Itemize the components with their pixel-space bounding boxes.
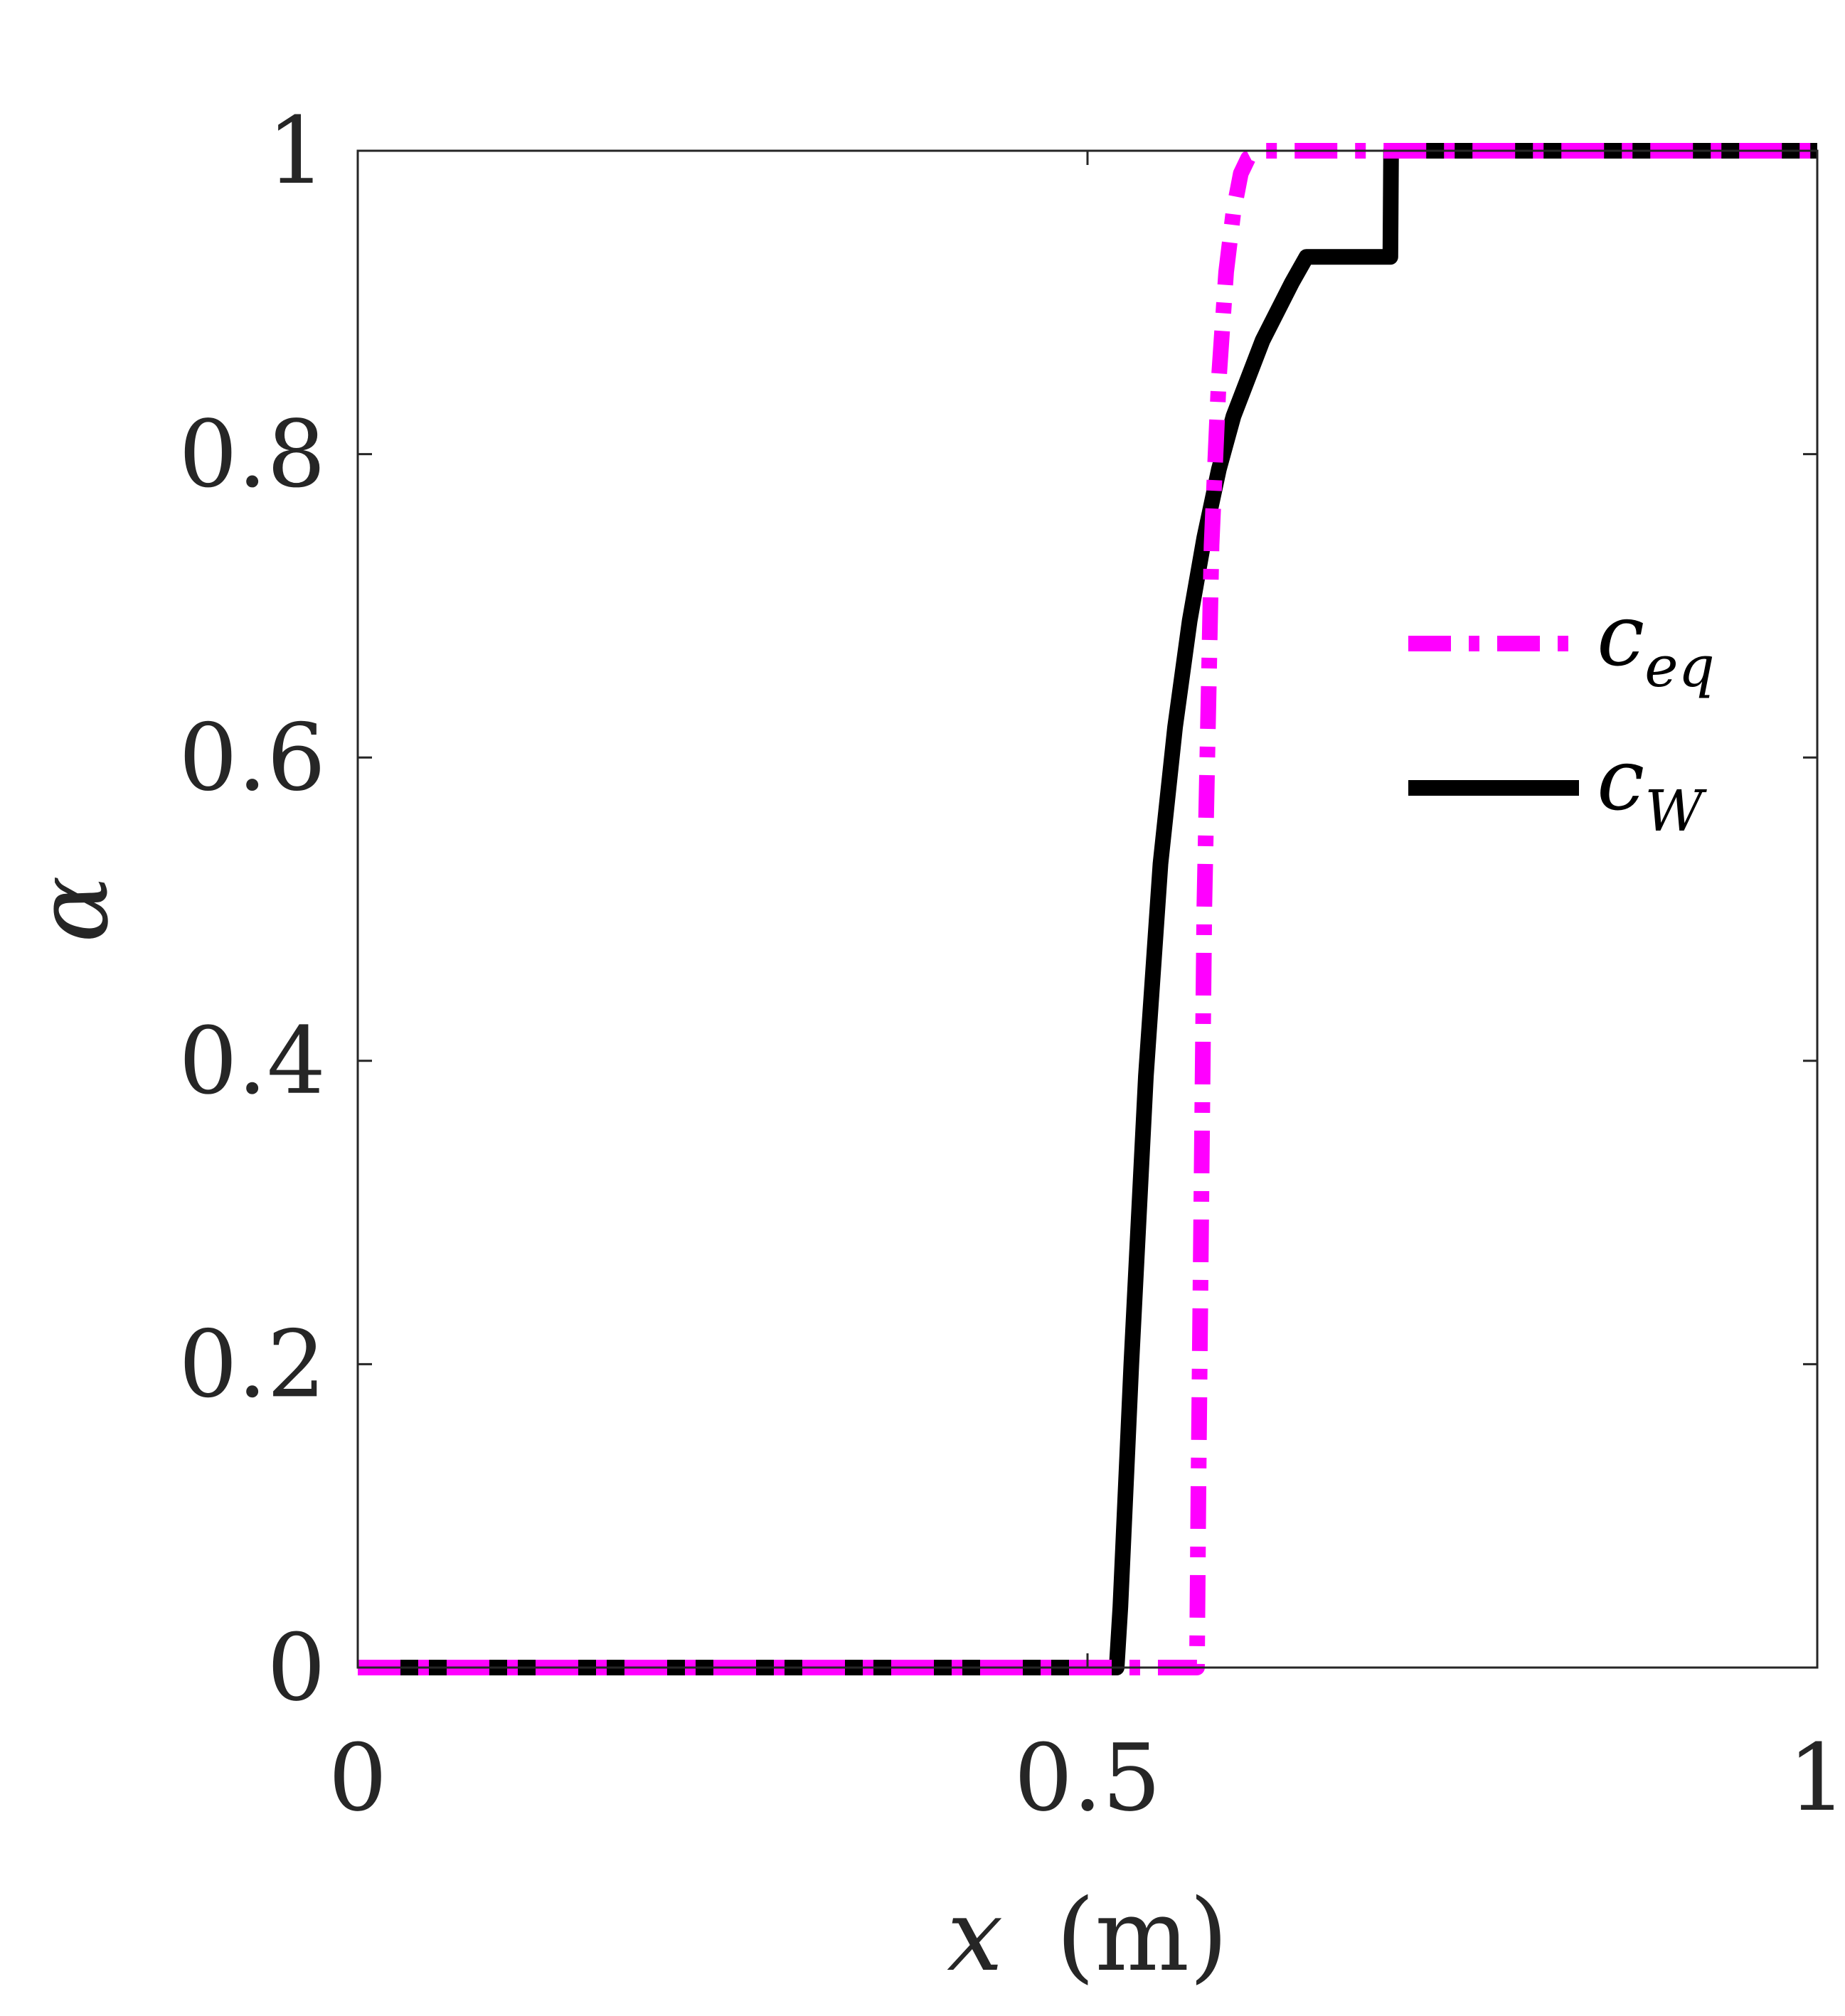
x-tick-label: 0.5 [1014, 1724, 1161, 1832]
x-axis-label: x (m) [947, 1878, 1228, 1994]
legend-label-sub: eq [1644, 634, 1715, 700]
y-tick-label: 0.8 [179, 400, 326, 508]
y-tick-label: 0.4 [179, 1007, 326, 1115]
y-tick-label: 1 [267, 97, 326, 205]
x-tick-label: 1 [1788, 1724, 1845, 1832]
legend-label-main: c [1597, 731, 1644, 830]
x-axis-label-unit: (m) [1056, 1878, 1228, 1994]
legend-label-ceq: ceq [1597, 587, 1715, 700]
legend-label-main: c [1597, 587, 1644, 686]
y-tick-label: 0 [267, 1614, 326, 1722]
y-tick-label: 0.6 [179, 703, 326, 811]
x-axis-label-var: x [947, 1878, 1003, 1994]
tick-layer: 0 0.5 1 0 0.2 0.4 0.6 0.8 1 [179, 97, 1845, 1832]
y-tick-label: 0.2 [179, 1310, 326, 1418]
y-axis-label: α [15, 875, 131, 943]
label-layer: x (m) α [15, 875, 1228, 1994]
legend-label-cW: cW [1597, 731, 1707, 844]
x-tick-label: 0 [329, 1724, 388, 1832]
legend-label-sub: W [1644, 778, 1707, 844]
